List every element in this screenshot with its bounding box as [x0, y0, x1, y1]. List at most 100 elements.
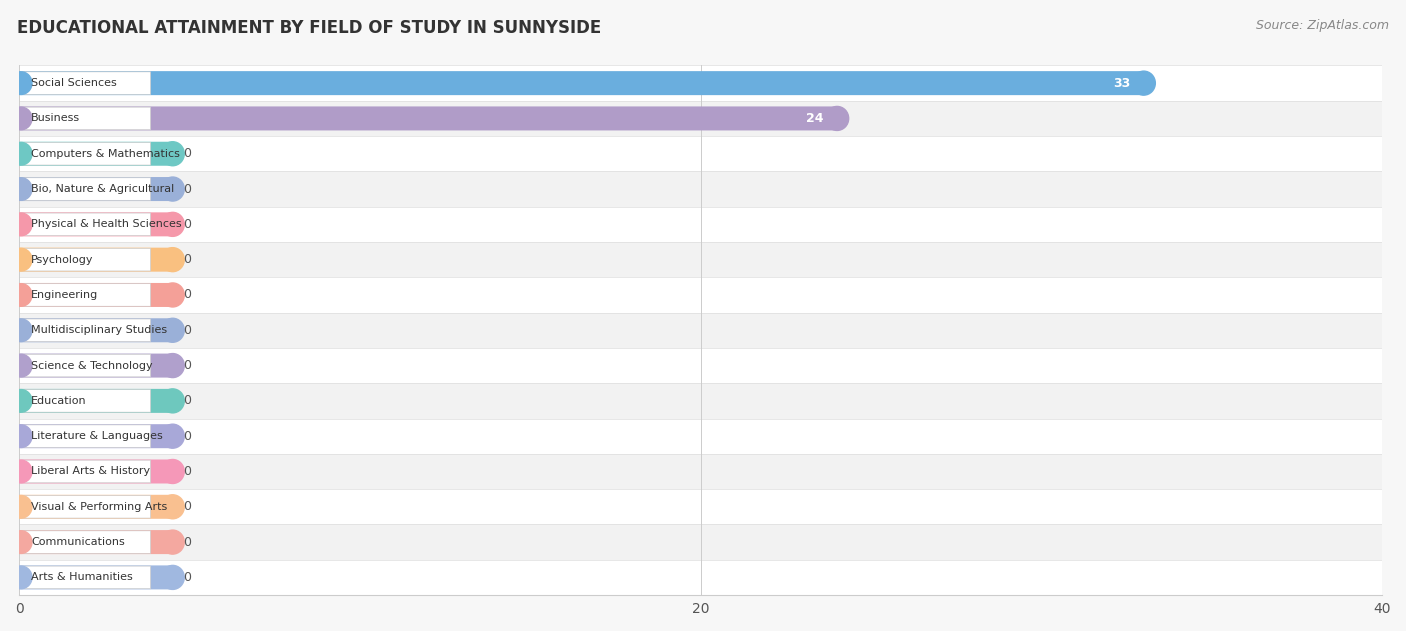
- Bar: [20, 348, 1382, 383]
- Circle shape: [10, 72, 32, 95]
- Circle shape: [1132, 71, 1156, 95]
- Text: Bio, Nature & Agricultural: Bio, Nature & Agricultural: [31, 184, 174, 194]
- Bar: [20, 136, 1382, 172]
- Text: Physical & Health Sciences: Physical & Health Sciences: [31, 220, 181, 229]
- FancyBboxPatch shape: [21, 249, 150, 271]
- Text: Visual & Performing Arts: Visual & Performing Arts: [31, 502, 167, 512]
- Circle shape: [10, 284, 32, 306]
- Bar: [20, 560, 1382, 595]
- Bar: [20, 383, 1382, 418]
- Circle shape: [162, 389, 184, 413]
- FancyBboxPatch shape: [21, 107, 150, 130]
- Circle shape: [10, 566, 32, 589]
- Text: 0: 0: [183, 253, 191, 266]
- Text: Social Sciences: Social Sciences: [31, 78, 117, 88]
- Circle shape: [162, 213, 184, 237]
- Circle shape: [10, 495, 32, 518]
- Text: 24: 24: [806, 112, 824, 125]
- Circle shape: [162, 283, 184, 307]
- Bar: [20, 242, 1382, 277]
- Text: Computers & Mathematics: Computers & Mathematics: [31, 149, 180, 159]
- FancyBboxPatch shape: [21, 284, 150, 306]
- Circle shape: [10, 143, 32, 165]
- Circle shape: [10, 213, 32, 235]
- FancyBboxPatch shape: [20, 213, 173, 237]
- FancyBboxPatch shape: [20, 530, 173, 554]
- Text: 0: 0: [183, 394, 191, 408]
- FancyBboxPatch shape: [21, 72, 150, 95]
- Circle shape: [10, 354, 32, 377]
- Bar: [20, 489, 1382, 524]
- Text: Multidisciplinary Studies: Multidisciplinary Studies: [31, 325, 167, 335]
- Text: 0: 0: [183, 182, 191, 196]
- Circle shape: [162, 353, 184, 377]
- FancyBboxPatch shape: [20, 565, 173, 589]
- FancyBboxPatch shape: [21, 566, 150, 589]
- FancyBboxPatch shape: [20, 107, 837, 131]
- FancyBboxPatch shape: [20, 71, 1143, 95]
- Text: Business: Business: [31, 114, 80, 124]
- Circle shape: [10, 178, 32, 201]
- FancyBboxPatch shape: [20, 283, 173, 307]
- Circle shape: [10, 531, 32, 553]
- Text: 0: 0: [183, 571, 191, 584]
- Circle shape: [10, 389, 32, 412]
- Text: 0: 0: [183, 324, 191, 337]
- FancyBboxPatch shape: [21, 425, 150, 447]
- FancyBboxPatch shape: [20, 459, 173, 483]
- Bar: [20, 312, 1382, 348]
- FancyBboxPatch shape: [20, 247, 173, 272]
- Text: 0: 0: [183, 465, 191, 478]
- Text: 0: 0: [183, 147, 191, 160]
- Bar: [20, 454, 1382, 489]
- Text: 0: 0: [183, 536, 191, 548]
- FancyBboxPatch shape: [21, 143, 150, 165]
- Text: Psychology: Psychology: [31, 255, 94, 264]
- Text: EDUCATIONAL ATTAINMENT BY FIELD OF STUDY IN SUNNYSIDE: EDUCATIONAL ATTAINMENT BY FIELD OF STUDY…: [17, 19, 602, 37]
- Circle shape: [162, 459, 184, 483]
- Bar: [20, 418, 1382, 454]
- FancyBboxPatch shape: [21, 319, 150, 341]
- Bar: [20, 277, 1382, 312]
- Text: 0: 0: [183, 218, 191, 231]
- FancyBboxPatch shape: [20, 353, 173, 377]
- Circle shape: [162, 565, 184, 589]
- Text: Literature & Languages: Literature & Languages: [31, 431, 163, 441]
- FancyBboxPatch shape: [20, 495, 173, 519]
- FancyBboxPatch shape: [20, 424, 173, 448]
- Circle shape: [162, 495, 184, 519]
- Circle shape: [162, 177, 184, 201]
- Bar: [20, 207, 1382, 242]
- Text: 33: 33: [1114, 76, 1130, 90]
- FancyBboxPatch shape: [21, 213, 150, 235]
- FancyBboxPatch shape: [20, 389, 173, 413]
- Text: 0: 0: [183, 500, 191, 513]
- FancyBboxPatch shape: [21, 460, 150, 483]
- Circle shape: [10, 107, 32, 130]
- Circle shape: [10, 425, 32, 447]
- Bar: [20, 101, 1382, 136]
- FancyBboxPatch shape: [21, 531, 150, 553]
- Text: 0: 0: [183, 288, 191, 302]
- Circle shape: [10, 319, 32, 341]
- Bar: [20, 524, 1382, 560]
- Circle shape: [162, 424, 184, 448]
- FancyBboxPatch shape: [20, 142, 173, 166]
- Circle shape: [825, 107, 849, 131]
- FancyBboxPatch shape: [20, 318, 173, 342]
- Bar: [20, 66, 1382, 101]
- Circle shape: [162, 142, 184, 166]
- Circle shape: [162, 247, 184, 272]
- FancyBboxPatch shape: [21, 495, 150, 518]
- Text: Liberal Arts & History: Liberal Arts & History: [31, 466, 150, 476]
- FancyBboxPatch shape: [21, 354, 150, 377]
- Circle shape: [10, 460, 32, 483]
- FancyBboxPatch shape: [20, 177, 173, 201]
- Circle shape: [162, 530, 184, 554]
- Circle shape: [10, 249, 32, 271]
- Text: Science & Technology: Science & Technology: [31, 360, 153, 370]
- FancyBboxPatch shape: [21, 389, 150, 412]
- Text: Source: ZipAtlas.com: Source: ZipAtlas.com: [1256, 19, 1389, 32]
- Text: Engineering: Engineering: [31, 290, 98, 300]
- Text: 0: 0: [183, 430, 191, 443]
